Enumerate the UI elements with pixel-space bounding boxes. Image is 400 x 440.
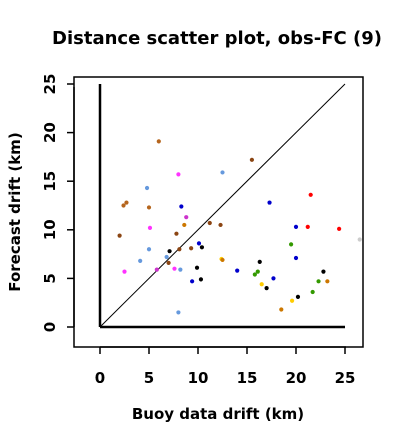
data-point: [144, 185, 150, 191]
data-point: [220, 170, 225, 175]
reference-line-1-to-1: [99, 83, 346, 328]
data-point: [189, 246, 194, 251]
data-point: [337, 226, 342, 231]
data-point: [264, 286, 269, 291]
y-axis-ticks: 0 5 10 15 20 25: [41, 74, 74, 332]
data-point: [295, 294, 301, 299]
data-point: [289, 298, 295, 303]
data-point: [316, 279, 321, 284]
y-axis-title: Forecast drift (km): [6, 132, 24, 291]
data-point: [220, 257, 225, 263]
data-point: [122, 269, 127, 274]
data-point: [257, 259, 262, 264]
data-point: [252, 272, 257, 277]
data-point: [138, 258, 143, 264]
y-tick-label: 15: [41, 171, 59, 192]
data-point: [271, 276, 276, 281]
chart-title: Distance scatter plot, obs-FC (9): [52, 28, 382, 49]
data-point: [325, 279, 330, 284]
inner-axes: [98, 84, 345, 329]
data-point: [178, 267, 183, 272]
x-tick-label: 0: [95, 369, 105, 387]
data-point: [357, 237, 362, 242]
data-point: [249, 157, 254, 162]
data-point: [196, 241, 202, 246]
data-point: [146, 247, 152, 252]
data-point: [146, 205, 152, 210]
data-point: [184, 215, 189, 220]
data-point: [199, 245, 205, 250]
x-tick-label: 20: [286, 369, 307, 387]
data-point: [267, 200, 272, 205]
data-point: [177, 247, 182, 252]
data-point: [124, 200, 129, 205]
y-tick-label: 5: [41, 273, 59, 283]
data-point: [147, 225, 153, 230]
data-point: [176, 310, 181, 315]
data-point: [321, 269, 326, 274]
data-point: [190, 279, 195, 284]
data-point: [179, 204, 184, 209]
data-point: [293, 224, 299, 229]
x-tick-label: 25: [335, 369, 356, 387]
data-points: [117, 139, 362, 315]
y-tick-label: 20: [41, 122, 59, 143]
data-point: [176, 172, 181, 177]
y-tick-label: 0: [41, 322, 59, 332]
x-tick-label: 10: [188, 369, 209, 387]
data-point: [293, 255, 299, 261]
data-point: [255, 269, 260, 274]
data-point: [207, 220, 212, 226]
data-point: [182, 222, 187, 228]
data-point: [117, 233, 122, 238]
data-point: [154, 267, 159, 272]
data-point: [289, 242, 294, 247]
data-point: [310, 289, 315, 295]
plot-frame: [73, 76, 364, 348]
x-axis-ticks: 0 5 10 15 20 25: [95, 347, 356, 387]
data-point: [218, 222, 223, 228]
data-point: [235, 268, 240, 273]
data-point: [164, 254, 169, 260]
x-tick-label: 15: [237, 369, 258, 387]
y-tick-label: 25: [41, 74, 59, 95]
data-point: [167, 249, 172, 254]
y-tick-label: 10: [41, 219, 59, 240]
data-point: [198, 277, 204, 282]
data-point: [308, 192, 313, 197]
data-point: [121, 203, 126, 208]
data-point: [156, 139, 161, 144]
data-point: [259, 282, 264, 287]
data-point: [305, 224, 310, 229]
data-point: [194, 265, 200, 270]
data-point: [279, 307, 284, 312]
x-tick-label: 5: [144, 369, 154, 387]
x-axis-title: Buoy data drift (km): [132, 405, 304, 423]
data-point: [174, 231, 179, 236]
data-point: [172, 266, 177, 271]
data-point: [166, 260, 171, 265]
